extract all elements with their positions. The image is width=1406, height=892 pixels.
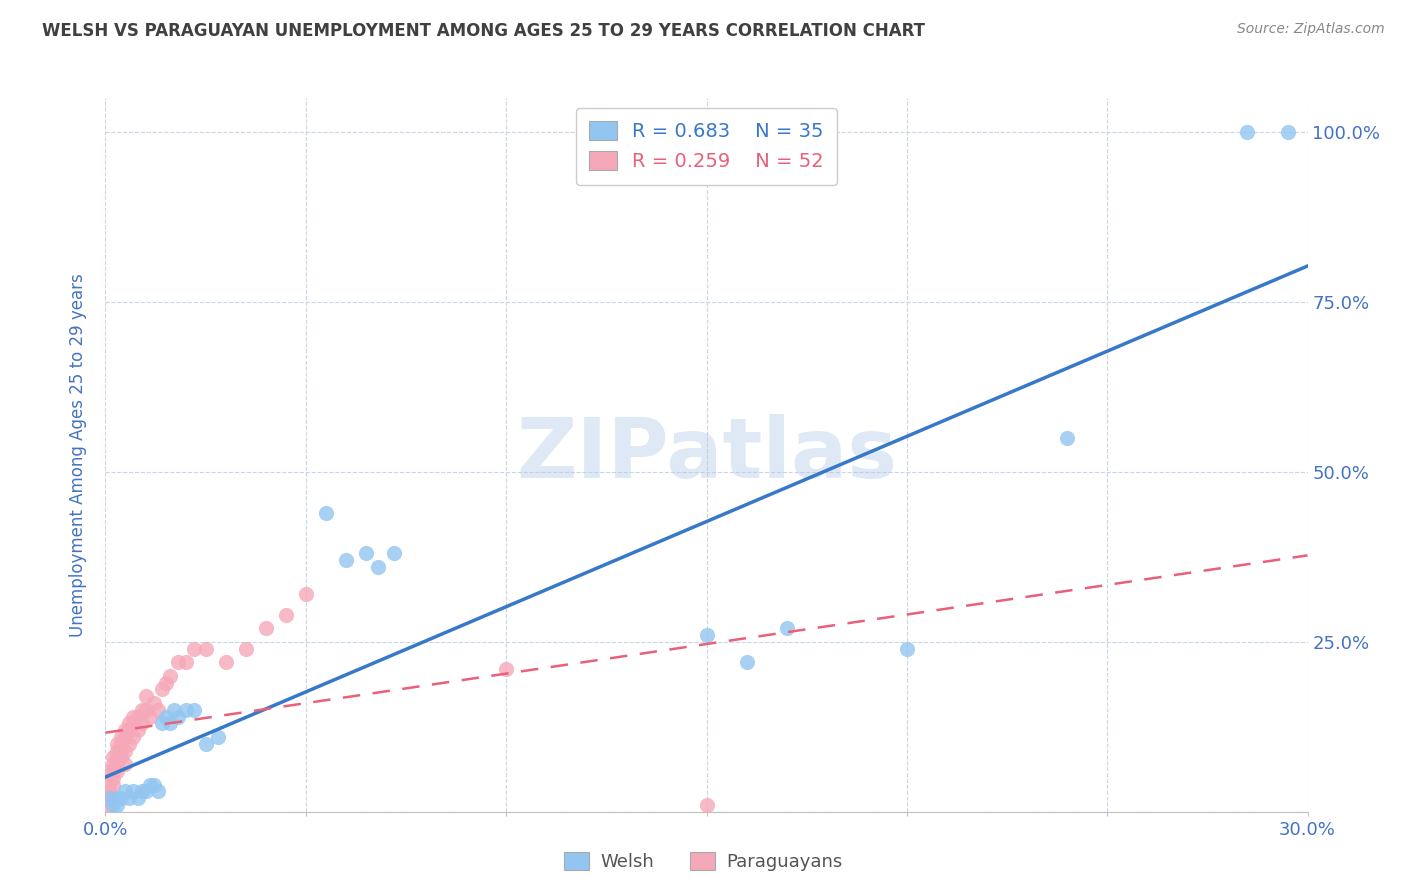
Point: [98, 797, 121, 812]
Point: [150, 682, 173, 697]
Point: [135, 784, 157, 798]
Point: [114, 757, 136, 772]
Point: [122, 784, 145, 798]
Point: [103, 797, 125, 812]
Point: [107, 750, 129, 764]
Point: [367, 560, 389, 574]
Point: [1277, 125, 1299, 139]
Point: [127, 709, 149, 723]
Point: [135, 703, 157, 717]
Point: [107, 757, 129, 772]
Point: [98, 778, 121, 792]
Point: [159, 669, 181, 683]
Point: [103, 757, 125, 772]
Point: [103, 778, 125, 792]
Point: [146, 784, 169, 798]
Point: [114, 730, 136, 744]
Point: [166, 655, 188, 669]
Point: [114, 784, 136, 798]
Point: [335, 553, 357, 567]
Point: [122, 709, 145, 723]
Point: [696, 628, 718, 642]
Point: [107, 764, 129, 778]
Point: [254, 621, 277, 635]
Point: [110, 730, 132, 744]
Point: [131, 703, 153, 717]
Point: [382, 546, 405, 560]
Point: [495, 662, 517, 676]
Legend: Welsh, Paraguayans: Welsh, Paraguayans: [557, 846, 849, 879]
Point: [159, 716, 181, 731]
Point: [110, 791, 132, 805]
Point: [127, 723, 149, 738]
Point: [107, 737, 129, 751]
Point: [103, 771, 125, 785]
Point: [127, 791, 149, 805]
Point: [354, 546, 377, 560]
Point: [1056, 431, 1078, 445]
Point: [131, 784, 153, 798]
Point: [194, 641, 217, 656]
Point: [194, 737, 217, 751]
Point: [735, 655, 758, 669]
Point: [122, 716, 145, 731]
Point: [107, 791, 129, 805]
Point: [155, 709, 177, 723]
Point: [103, 750, 125, 764]
Point: [214, 655, 236, 669]
Legend: R = 0.683    N = 35, R = 0.259    N = 52: R = 0.683 N = 35, R = 0.259 N = 52: [575, 108, 838, 185]
Point: [98, 764, 121, 778]
Point: [235, 641, 257, 656]
Point: [98, 791, 121, 805]
Point: [131, 716, 153, 731]
Point: [776, 621, 799, 635]
Point: [174, 703, 197, 717]
Point: [315, 506, 337, 520]
Point: [118, 791, 141, 805]
Text: WELSH VS PARAGUAYAN UNEMPLOYMENT AMONG AGES 25 TO 29 YEARS CORRELATION CHART: WELSH VS PARAGUAYAN UNEMPLOYMENT AMONG A…: [42, 22, 925, 40]
Point: [138, 709, 160, 723]
Point: [150, 716, 173, 731]
Point: [696, 797, 718, 812]
Point: [118, 723, 141, 738]
Point: [110, 743, 132, 757]
Point: [174, 655, 197, 669]
Point: [162, 703, 184, 717]
Point: [295, 587, 318, 601]
Point: [98, 791, 121, 805]
Point: [142, 696, 165, 710]
Point: [118, 737, 141, 751]
Point: [896, 641, 918, 656]
Point: [114, 723, 136, 738]
Point: [110, 737, 132, 751]
Point: [103, 764, 125, 778]
Point: [107, 797, 129, 812]
Point: [122, 730, 145, 744]
Point: [110, 750, 132, 764]
Point: [1236, 125, 1258, 139]
Y-axis label: Unemployment Among Ages 25 to 29 years: Unemployment Among Ages 25 to 29 years: [69, 273, 87, 637]
Point: [274, 607, 297, 622]
Point: [118, 716, 141, 731]
Point: [107, 743, 129, 757]
Point: [166, 709, 188, 723]
Text: Source: ZipAtlas.com: Source: ZipAtlas.com: [1237, 22, 1385, 37]
Point: [155, 675, 177, 690]
Point: [135, 689, 157, 703]
Point: [183, 703, 205, 717]
Point: [138, 778, 160, 792]
Point: [98, 784, 121, 798]
Point: [207, 730, 229, 744]
Point: [142, 778, 165, 792]
Point: [114, 743, 136, 757]
Point: [146, 703, 169, 717]
Point: [183, 641, 205, 656]
Text: ZIPatlas: ZIPatlas: [516, 415, 897, 495]
